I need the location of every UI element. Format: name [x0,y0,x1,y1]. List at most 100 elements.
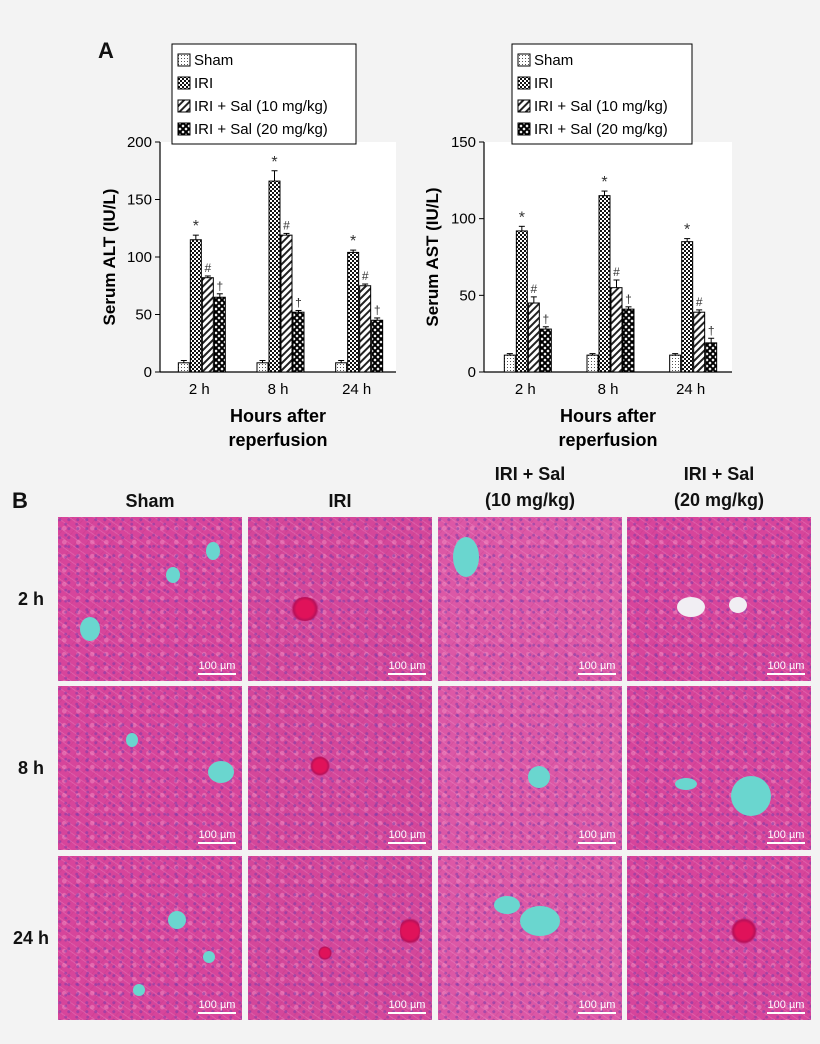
significance-marker: † [625,292,632,306]
scale-bar: 100 µm [578,999,616,1014]
scale-bar: 100 µm [578,660,616,675]
panel-label-b: B [12,488,28,513]
y-tick-label: 0 [468,364,476,381]
legend-label: IRI [534,75,553,92]
significance-marker: # [696,295,703,309]
bar [693,311,706,373]
micrograph-column-label: IRI + Sal (10 mg/kg) [484,464,576,510]
scale-bar: 100 µm [198,660,236,675]
alt-bar-chart: 0 50 100 150 200 Serum ALT (IU/L) * # † 2 h * # † 8 h… [100,43,396,450]
scale-bar-label: 100 µm [578,660,616,672]
x-tick-label: 2 h [515,381,536,398]
x-axis-label: Hours after [230,406,326,426]
scale-bar-label: 100 µm [578,999,616,1011]
bar [280,234,293,373]
scale-bar: 100 µm [388,999,426,1014]
scale-bar-line [767,673,805,675]
legend-swatch [517,76,531,90]
he-micrograph: 100 µm [627,517,811,681]
hemorrhage-spot [318,946,332,960]
vessel-lumen [126,733,138,747]
legend-label: Sham [194,52,233,69]
significance-marker: * [193,218,199,235]
significance-marker: # [530,282,537,296]
panel-label-a: A [98,38,114,63]
scale-bar: 100 µm [198,829,236,844]
scale-bar: 100 µm [578,829,616,844]
y-tick-label: 200 [127,134,152,151]
he-micrograph: 100 µm [58,856,242,1020]
significance-marker: * [350,233,356,250]
hemorrhage-spot [290,597,320,621]
bar [189,239,202,373]
bar [610,287,623,373]
significance-marker: # [613,265,620,279]
scale-bar-line [388,842,426,844]
legend-box [171,43,357,145]
x-tick-label: 8 h [268,381,289,398]
vessel-lumen [731,776,771,816]
bar [359,285,372,373]
bar [268,180,281,373]
scale-bar-line [767,1012,805,1014]
scale-bar-line [578,1012,616,1014]
scale-bar-line [198,1012,236,1014]
y-tick-label: 50 [135,307,152,324]
micrograph-column-label: Sham [125,491,175,511]
significance-marker: † [542,312,549,326]
bar [598,195,611,373]
bar [622,308,635,373]
legend-swatch [517,122,531,136]
legend-label: IRI + Sal (10 mg/kg) [194,98,328,115]
micrograph-column-label: IRI + Sal (20 mg/kg) [673,464,765,510]
vessel-lumen [520,906,560,936]
bar [527,302,540,373]
bar [371,319,384,373]
scale-bar: 100 µm [767,829,805,844]
legend-swatch [177,53,191,67]
scale-bar-label: 100 µm [388,660,426,672]
he-micrograph: 100 µm [248,686,432,850]
he-micrograph: 100 µm [438,686,622,850]
y-tick-label: 0 [144,364,152,381]
hemorrhage-spot [731,918,757,944]
bar [705,342,718,373]
legend-label: IRI + Sal (10 mg/kg) [534,98,668,115]
bar [177,362,190,373]
bar [256,362,269,373]
vessel-lumen [453,537,479,577]
scale-bar-label: 100 µm [578,829,616,841]
significance-marker: # [362,269,369,283]
vessel-lumen [528,766,550,788]
significance-marker: * [271,154,277,171]
scale-bar-label: 100 µm [767,829,805,841]
vessel-lumen [203,951,215,963]
scale-bar-line [767,842,805,844]
he-micrograph: 100 µm [438,517,622,681]
hemorrhage-spot [310,756,330,776]
bar [669,354,682,373]
significance-marker: # [204,261,211,275]
scale-bar: 100 µm [388,829,426,844]
vessel-lumen [133,984,145,996]
scale-bar-label: 100 µm [767,660,805,672]
scale-bar: 100 µm [388,660,426,675]
hemorrhage-spot [400,916,420,946]
vessel-lumen [677,597,705,617]
legend-box [511,43,693,145]
legend-swatch [177,99,191,113]
he-micrograph: 100 µm [438,856,622,1020]
x-tick-label: 24 h [676,381,705,398]
x-axis-label: reperfusion [558,430,657,450]
vessel-lumen [206,542,220,560]
scale-bar-line [388,673,426,675]
bar [201,277,214,373]
y-axis-label: Serum AST (IU/L) [423,187,442,326]
significance-marker: † [216,279,223,293]
vessel-lumen [675,778,697,790]
scale-bar-label: 100 µm [198,999,236,1011]
he-micrograph: 100 µm [627,686,811,850]
he-micrograph: 100 µm [58,517,242,681]
bar [292,311,305,373]
he-micrograph: 100 µm [627,856,811,1020]
